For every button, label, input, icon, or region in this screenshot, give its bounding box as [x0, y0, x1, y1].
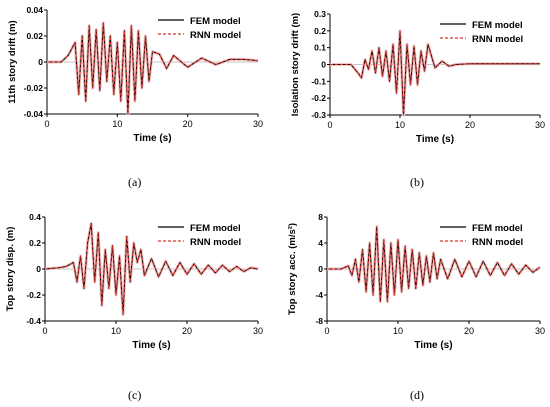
caption-a: (a) — [128, 175, 142, 189]
y-tick-label: 0.4 — [29, 212, 41, 222]
y-tick-label: 0.1 — [314, 43, 326, 53]
x-tick-label: 20 — [182, 326, 192, 336]
x-axis-label: Time (s) — [416, 134, 454, 145]
x-tick-label: 0 — [42, 326, 47, 336]
x-tick-label: 10 — [111, 326, 121, 336]
x-axis-label: Time (s) — [132, 340, 170, 351]
chart-panel: 0 10 20 30 -0.4 -0.2 0 0.2 0.4 Time (s) Top story … — [5, 212, 263, 351]
y-tick-label: 0.2 — [314, 26, 326, 36]
legend-fem-label: FEM model — [190, 223, 241, 234]
y-tick-label: 8 — [318, 212, 323, 222]
x-tick-label: 20 — [183, 119, 193, 129]
y-tick-label: 0 — [38, 57, 43, 67]
legend-rnn-label: RNN model — [190, 30, 241, 41]
y-tick-label: 0.2 — [29, 238, 41, 248]
x-tick-label: 10 — [395, 120, 405, 130]
y-tick-label: -8 — [315, 316, 323, 326]
rnn-series-line — [330, 30, 540, 116]
caption-b: (b) — [410, 175, 424, 189]
x-tick-label: 0 — [324, 326, 329, 336]
y-tick-label: -0.02 — [24, 83, 44, 93]
legend-rnn-label: RNN model — [472, 34, 523, 45]
y-tick-label: -0.2 — [26, 290, 41, 300]
x-tick-label: 20 — [465, 120, 475, 130]
y-tick-label: 0 — [318, 264, 323, 274]
y-tick-label: -4 — [315, 290, 323, 300]
y-tick-label: -0.2 — [311, 93, 326, 103]
x-tick-label: 30 — [535, 120, 545, 130]
x-axis-label: Time (s) — [414, 340, 452, 351]
y-axis-label: Isolation story drift (m) — [290, 13, 301, 116]
rnn-series-line — [44, 223, 259, 315]
y-tick-label: 4 — [318, 238, 323, 248]
legend-box — [154, 219, 256, 249]
y-tick-label: 0.04 — [26, 5, 43, 15]
x-tick-label: 10 — [393, 326, 403, 336]
x-tick-label: 0 — [327, 120, 332, 130]
x-tick-label: 10 — [112, 119, 122, 129]
y-axis-label: Top story acc. (m/s²) — [287, 223, 298, 315]
y-tick-label: -0.04 — [24, 109, 44, 119]
chart-panel: 0 10 20 30 -0.04 -0.02 0 0.02 0.04 Time (s) 11th s… — [7, 5, 263, 144]
y-tick-label: 0 — [321, 60, 326, 70]
x-tick-label: 30 — [253, 119, 263, 129]
caption-d: (d) — [410, 388, 424, 402]
caption-c: (c) — [128, 388, 142, 402]
legend-fem-label: FEM model — [472, 20, 523, 31]
legend-fem-label: FEM model — [472, 223, 523, 234]
y-tick-label: -0.3 — [311, 110, 326, 120]
y-axis-label: 11th story drift (m) — [7, 20, 18, 103]
legend-box — [436, 16, 538, 46]
chart-panel: 0 10 20 30 -0.3 -0.2 -0.1 0 0.1 0.2 0.3 Time (s) Iso… — [290, 9, 545, 145]
y-tick-label: -0.4 — [26, 316, 41, 326]
x-tick-label: 0 — [44, 119, 49, 129]
x-tick-label: 30 — [253, 326, 263, 336]
y-tick-label: 0 — [36, 264, 41, 274]
y-tick-label: -0.1 — [311, 76, 326, 86]
y-tick-label: 0.3 — [314, 9, 326, 19]
legend-box — [436, 219, 538, 249]
legend-rnn-label: RNN model — [472, 237, 523, 248]
y-axis-label: Top story disp. (m) — [5, 227, 16, 312]
chart-panel: 0 10 20 30 -8 -4 0 4 8 Time (s) Top story acc. (m/… — [287, 212, 545, 351]
rnn-series-line — [47, 22, 259, 115]
rnn-series-line — [327, 226, 541, 302]
x-tick-label: 20 — [464, 326, 474, 336]
x-axis-label: Time (s) — [133, 133, 171, 144]
y-tick-label: 0.02 — [26, 31, 43, 41]
legend-fem-label: FEM model — [190, 16, 241, 27]
legend-rnn-label: RNN model — [190, 237, 241, 248]
legend-box — [154, 12, 256, 42]
x-tick-label: 30 — [535, 326, 545, 336]
